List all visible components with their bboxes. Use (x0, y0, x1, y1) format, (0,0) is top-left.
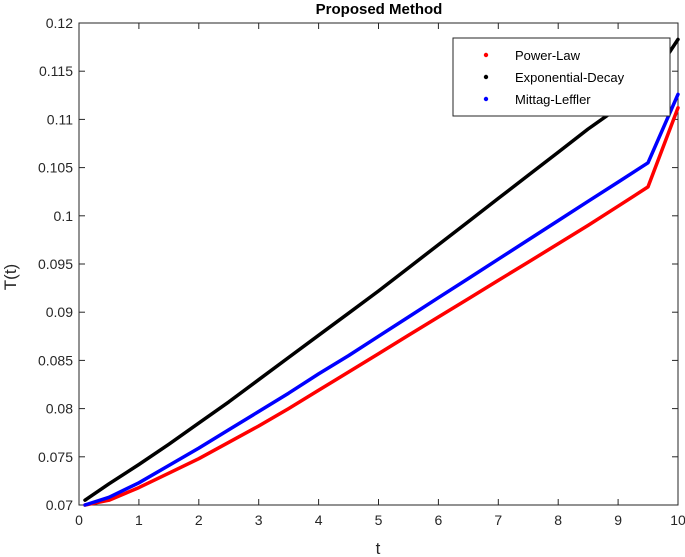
legend-marker (483, 96, 489, 102)
legend-entry-label: Power-Law (515, 48, 581, 63)
x-tick-label: 9 (614, 512, 622, 528)
y-tick-label: 0.115 (39, 63, 73, 79)
y-tick-label: 0.075 (38, 449, 73, 465)
y-tick-label: 0.08 (46, 401, 73, 417)
y-tick-label: 0.11 (47, 111, 73, 127)
x-axis-label: t (376, 539, 381, 557)
x-tick-label: 1 (135, 512, 143, 528)
y-tick-label: 0.1 (54, 208, 74, 224)
legend: Power-Law Exponential-Decay Mittag-Leffler (452, 37, 671, 117)
legend-entry-label: Mittag-Leffler (515, 92, 591, 107)
legend-box (452, 37, 671, 117)
y-tick-label: 0.12 (46, 15, 73, 31)
legend-marker (483, 74, 489, 80)
y-tick-label: 0.07 (46, 497, 73, 513)
x-tick-label: 6 (435, 512, 443, 528)
y-tick-label: 0.105 (38, 160, 73, 176)
y-axis-label: T(t) (1, 264, 20, 290)
y-tick-label: 0.09 (46, 304, 73, 320)
legend-entry-label: Exponential-Decay (515, 70, 625, 85)
chart-title: Proposed Method (316, 1, 443, 18)
series-line-mittag-leffler (83, 92, 680, 507)
legend-marker (483, 52, 489, 58)
x-tick-label: 5 (375, 512, 383, 528)
x-tick-label: 7 (494, 512, 502, 528)
x-tick-label: 2 (195, 512, 203, 528)
x-tick-label: 8 (554, 512, 562, 528)
y-tick-label: 0.085 (38, 352, 73, 368)
y-tick-label: 0.095 (38, 256, 73, 272)
series-line-power-law (83, 106, 680, 507)
series-line-exponential-decay (83, 37, 680, 502)
x-tick-label: 10 (670, 512, 685, 528)
x-tick-label: 3 (255, 512, 263, 528)
x-tick-label: 4 (315, 512, 323, 528)
x-tick-label: 0 (75, 512, 83, 528)
